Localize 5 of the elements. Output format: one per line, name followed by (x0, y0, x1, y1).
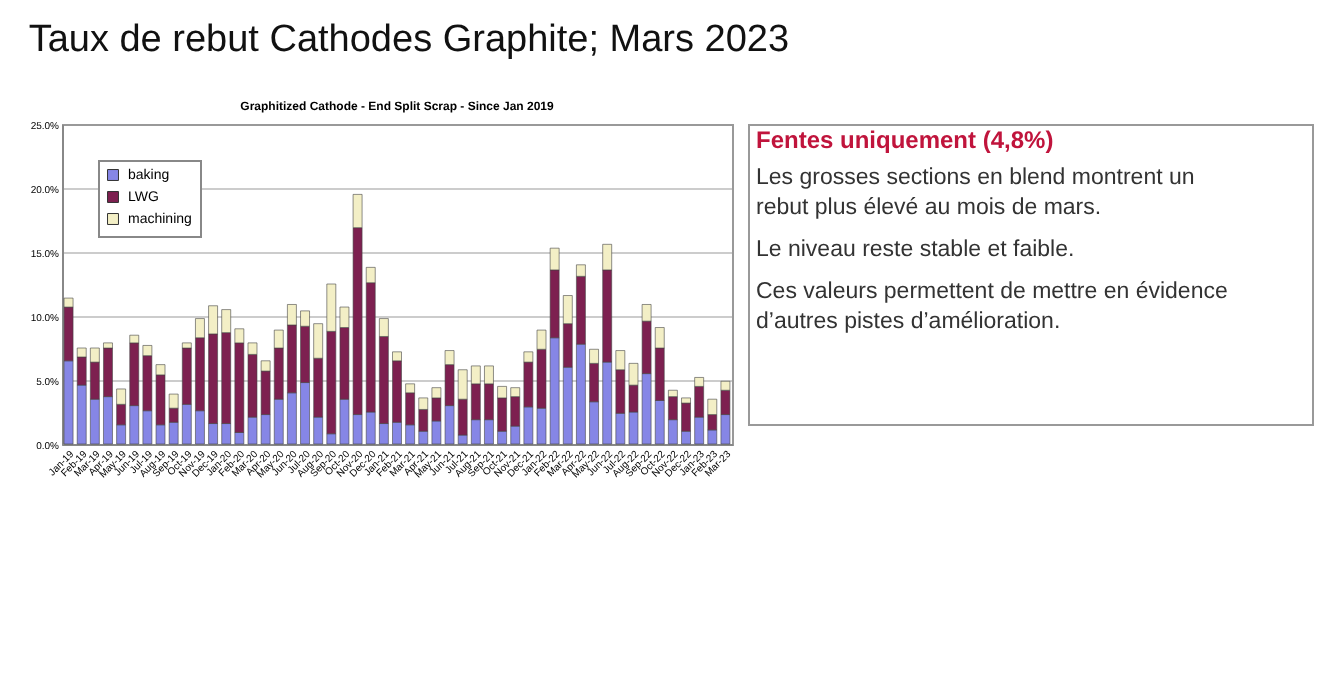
text: Fentes uniquement (4,8%) (756, 126, 1054, 154)
text: Les grosses sections en blend montrent un rebut plus élevé au mois de mars. (756, 165, 1195, 220)
text: Ces valeurs permettent de mettre en évidence d’autres pistes d’amélioration. (756, 279, 1228, 334)
text: Le niveau reste stable et faible. (756, 237, 1075, 262)
chart-title: Taux de rebut Cathodes Graphite; Mars 2023 (28, 19, 790, 61)
